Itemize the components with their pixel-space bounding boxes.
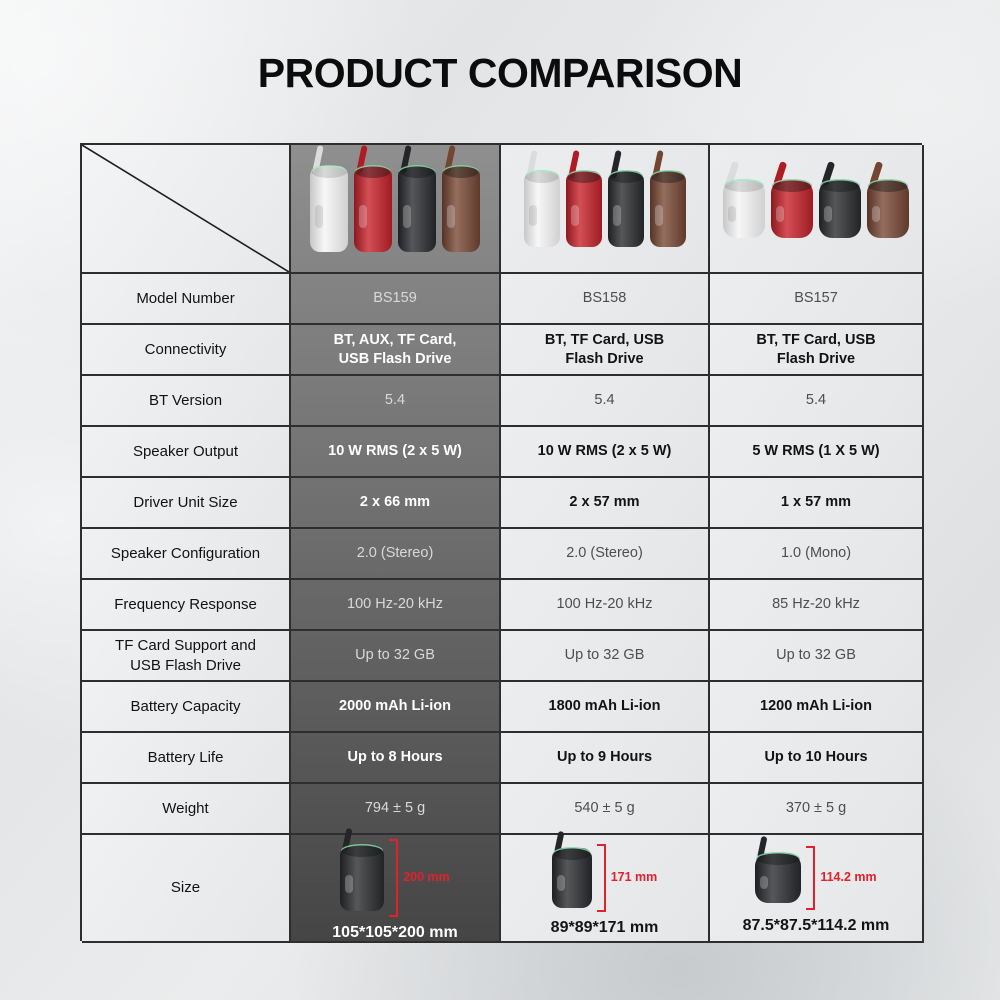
cell-bs159-battery-life: Up to 8 Hours — [291, 733, 501, 784]
cell-bs159-weight: 794 ± 5 g — [291, 784, 501, 835]
speaker-white-icon — [723, 160, 765, 238]
cell-bs158-speaker-configuration: 2.0 (Stereo) — [501, 529, 710, 580]
cell-bs158-bt-version: 5.4 — [501, 376, 710, 427]
dimensions-text: 89*89*171 mm — [550, 918, 659, 936]
cell-bs159-frequency-response: 100 Hz-20 kHz — [291, 580, 501, 631]
speaker-brown-icon — [649, 149, 686, 247]
row-label-frequency-response: Frequency Response — [82, 580, 291, 631]
cell-bs159-driver-unit-size: 2 x 66 mm — [291, 478, 501, 529]
speaker-group-bs157 — [723, 160, 909, 238]
height-label: 200 mm — [403, 870, 450, 885]
height-bracket — [596, 843, 606, 912]
cell-bs157-weight: 370 ± 5 g — [710, 784, 924, 835]
row-label-speaker-configuration: Speaker Configuration — [82, 529, 291, 580]
speaker-black-icon — [755, 835, 802, 903]
cell-bs159-speaker-configuration: 2.0 (Stereo) — [291, 529, 501, 580]
size-figure-bs158: 171 mm — [551, 830, 658, 912]
dimensions-text: 87.5*87.5*114.2 mm — [742, 916, 890, 934]
product-photo-bs157 — [710, 145, 924, 274]
cell-bs159-battery-capacity: 2000 mAh Li-ion — [291, 682, 501, 733]
speaker-white-icon — [310, 144, 348, 252]
size-figure-bs159: 200 mm — [340, 827, 450, 917]
speaker-black-icon — [551, 830, 592, 908]
row-label-speaker-output: Speaker Output — [82, 427, 291, 478]
row-label-weight: Weight — [82, 784, 291, 835]
row-label-connectivity: Connectivity — [82, 325, 291, 376]
height-bracket — [389, 838, 399, 917]
cell-bs158-battery-life: Up to 9 Hours — [501, 733, 710, 784]
cell-bs158-frequency-response: 100 Hz-20 kHz — [501, 580, 710, 631]
cell-bs159-connectivity: BT, AUX, TF Card, USB Flash Drive — [291, 325, 501, 376]
cell-bs157-driver-unit-size: 1 x 57 mm — [710, 478, 924, 529]
cell-bs159-speaker-output: 10 W RMS (2 x 5 W) — [291, 427, 501, 478]
speaker-brown-icon — [867, 160, 909, 238]
cell-bs157-tf-card-support: Up to 32 GB — [710, 631, 924, 682]
speaker-red-icon — [354, 144, 392, 252]
diagonal-divider — [82, 145, 289, 272]
speaker-brown-icon — [442, 144, 480, 252]
height-label: 114.2 mm — [820, 870, 877, 885]
cell-bs157-connectivity: BT, TF Card, USB Flash Drive — [710, 325, 924, 376]
height-label: 171 mm — [610, 870, 658, 885]
cell-bs158-tf-card-support: Up to 32 GB — [501, 631, 710, 682]
speaker-black-icon — [398, 144, 436, 252]
speaker-black-icon — [340, 827, 385, 911]
speaker-red-icon — [771, 160, 813, 238]
cell-bs157-battery-capacity: 1200 mAh Li-ion — [710, 682, 924, 733]
highlight-column-background — [291, 145, 501, 941]
row-label-bt-version: BT Version — [82, 376, 291, 427]
cell-bs158-speaker-output: 10 W RMS (2 x 5 W) — [501, 427, 710, 478]
row-label-tf-card-support: TF Card Support and USB Flash Drive — [82, 631, 291, 682]
speaker-white-icon — [523, 149, 560, 247]
speaker-red-icon — [565, 149, 602, 247]
cell-bs158-model-number: BS158 — [501, 274, 710, 325]
height-bracket — [806, 845, 816, 910]
product-photo-bs158 — [501, 145, 710, 274]
cell-bs158-battery-capacity: 1800 mAh Li-ion — [501, 682, 710, 733]
cell-bs158-weight: 540 ± 5 g — [501, 784, 710, 835]
cell-bs159-model-number: BS159 — [291, 274, 501, 325]
page-title: PRODUCT COMPARISON — [257, 50, 743, 96]
comparison-table: Model Number BS159 BS158 BS157 Connectiv… — [80, 143, 924, 943]
cell-bs158-connectivity: BT, TF Card, USB Flash Drive — [501, 325, 710, 376]
cell-bs157-speaker-output: 5 W RMS (1 X 5 W) — [710, 427, 924, 478]
cell-bs157-size: 114.2 mm 87.5*87.5*114.2 mm — [710, 835, 924, 943]
cell-bs157-speaker-configuration: 1.0 (Mono) — [710, 529, 924, 580]
cell-bs157-bt-version: 5.4 — [710, 376, 924, 427]
product-photo-bs159 — [291, 144, 501, 274]
cell-bs157-model-number: BS157 — [710, 274, 924, 325]
dimensions-text: 105*105*200 mm — [332, 923, 458, 941]
cell-bs157-battery-life: Up to 10 Hours — [710, 733, 924, 784]
size-figure-bs157: 114.2 mm — [755, 835, 877, 910]
speaker-black-icon — [607, 149, 644, 247]
cell-bs159-tf-card-support: Up to 32 GB — [291, 631, 501, 682]
cell-bs158-size: 171 mm 89*89*171 mm — [501, 830, 710, 943]
speaker-black-icon — [819, 160, 861, 238]
speaker-group-bs158 — [523, 149, 686, 247]
corner-cell — [82, 145, 291, 274]
row-label-model-number: Model Number — [82, 274, 291, 325]
row-label-driver-unit-size: Driver Unit Size — [82, 478, 291, 529]
row-label-battery-life: Battery Life — [82, 733, 291, 784]
speaker-group-bs159 — [310, 144, 480, 252]
cell-bs157-frequency-response: 85 Hz-20 kHz — [710, 580, 924, 631]
cell-bs159-size: 200 mm 105*105*200 mm — [291, 827, 501, 943]
row-label-size: Size — [82, 835, 291, 943]
cell-bs158-driver-unit-size: 2 x 57 mm — [501, 478, 710, 529]
cell-bs159-bt-version: 5.4 — [291, 376, 501, 427]
row-label-battery-capacity: Battery Capacity — [82, 682, 291, 733]
